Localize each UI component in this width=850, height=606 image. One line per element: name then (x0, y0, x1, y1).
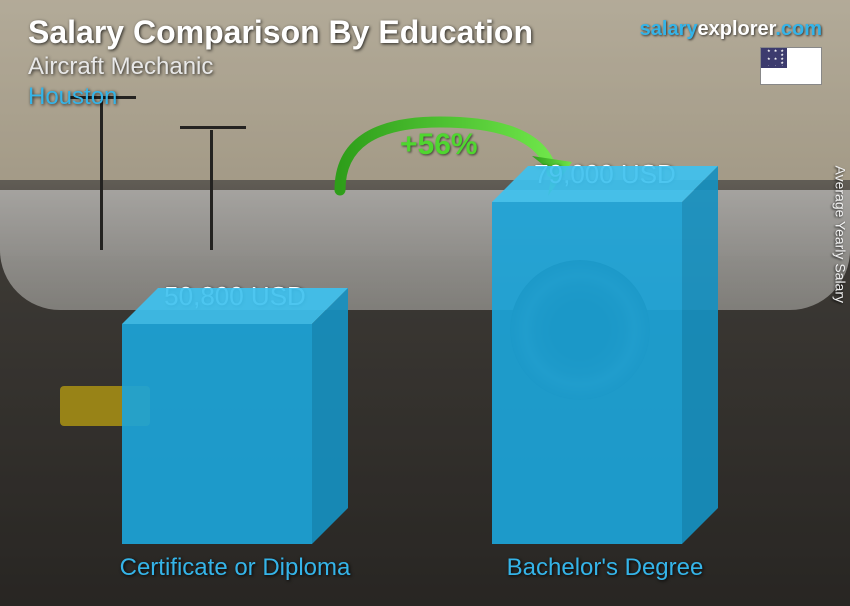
bar-group-1: 50,800 USD Certificate or Diploma (100, 288, 370, 582)
bar-top-face (492, 166, 718, 202)
brand-tld: .com (775, 18, 822, 40)
country-flag-icon: ★ ★ ★ ★★ ★ ★ ★★ ★ ★ ★★ ★ ★ ★ (760, 47, 822, 85)
job-title: Aircraft Mechanic (28, 53, 533, 81)
bar-2 (492, 166, 718, 544)
bar-group-2: 79,000 USD Bachelor's Degree (470, 166, 740, 582)
bar-label-2: Bachelor's Degree (470, 554, 740, 582)
header: Salary Comparison By Education Aircraft … (28, 14, 533, 111)
brand-logo-text: salaryexplorer.com (640, 18, 822, 41)
bar-front-face (492, 202, 682, 544)
page-title: Salary Comparison By Education (28, 14, 533, 51)
brand-suffix: explorer (697, 18, 775, 40)
bar-chart: 50,800 USD Certificate or Diploma 79,000… (60, 122, 770, 582)
bar-side-face (682, 166, 718, 544)
brand-prefix: salary (640, 18, 698, 40)
bar-side-face (312, 288, 348, 544)
bar-front-face (122, 324, 312, 544)
bar-label-1: Certificate or Diploma (100, 554, 370, 582)
bar-top-face (122, 288, 348, 324)
brand-block: salaryexplorer.com ★ ★ ★ ★★ ★ ★ ★★ ★ ★ ★… (640, 18, 822, 85)
flag-stars: ★ ★ ★ ★★ ★ ★ ★★ ★ ★ ★★ ★ ★ ★ (763, 49, 785, 66)
bar-1 (122, 288, 348, 544)
location: Houston (28, 83, 533, 111)
y-axis-label: Average Yearly Salary (832, 166, 848, 304)
